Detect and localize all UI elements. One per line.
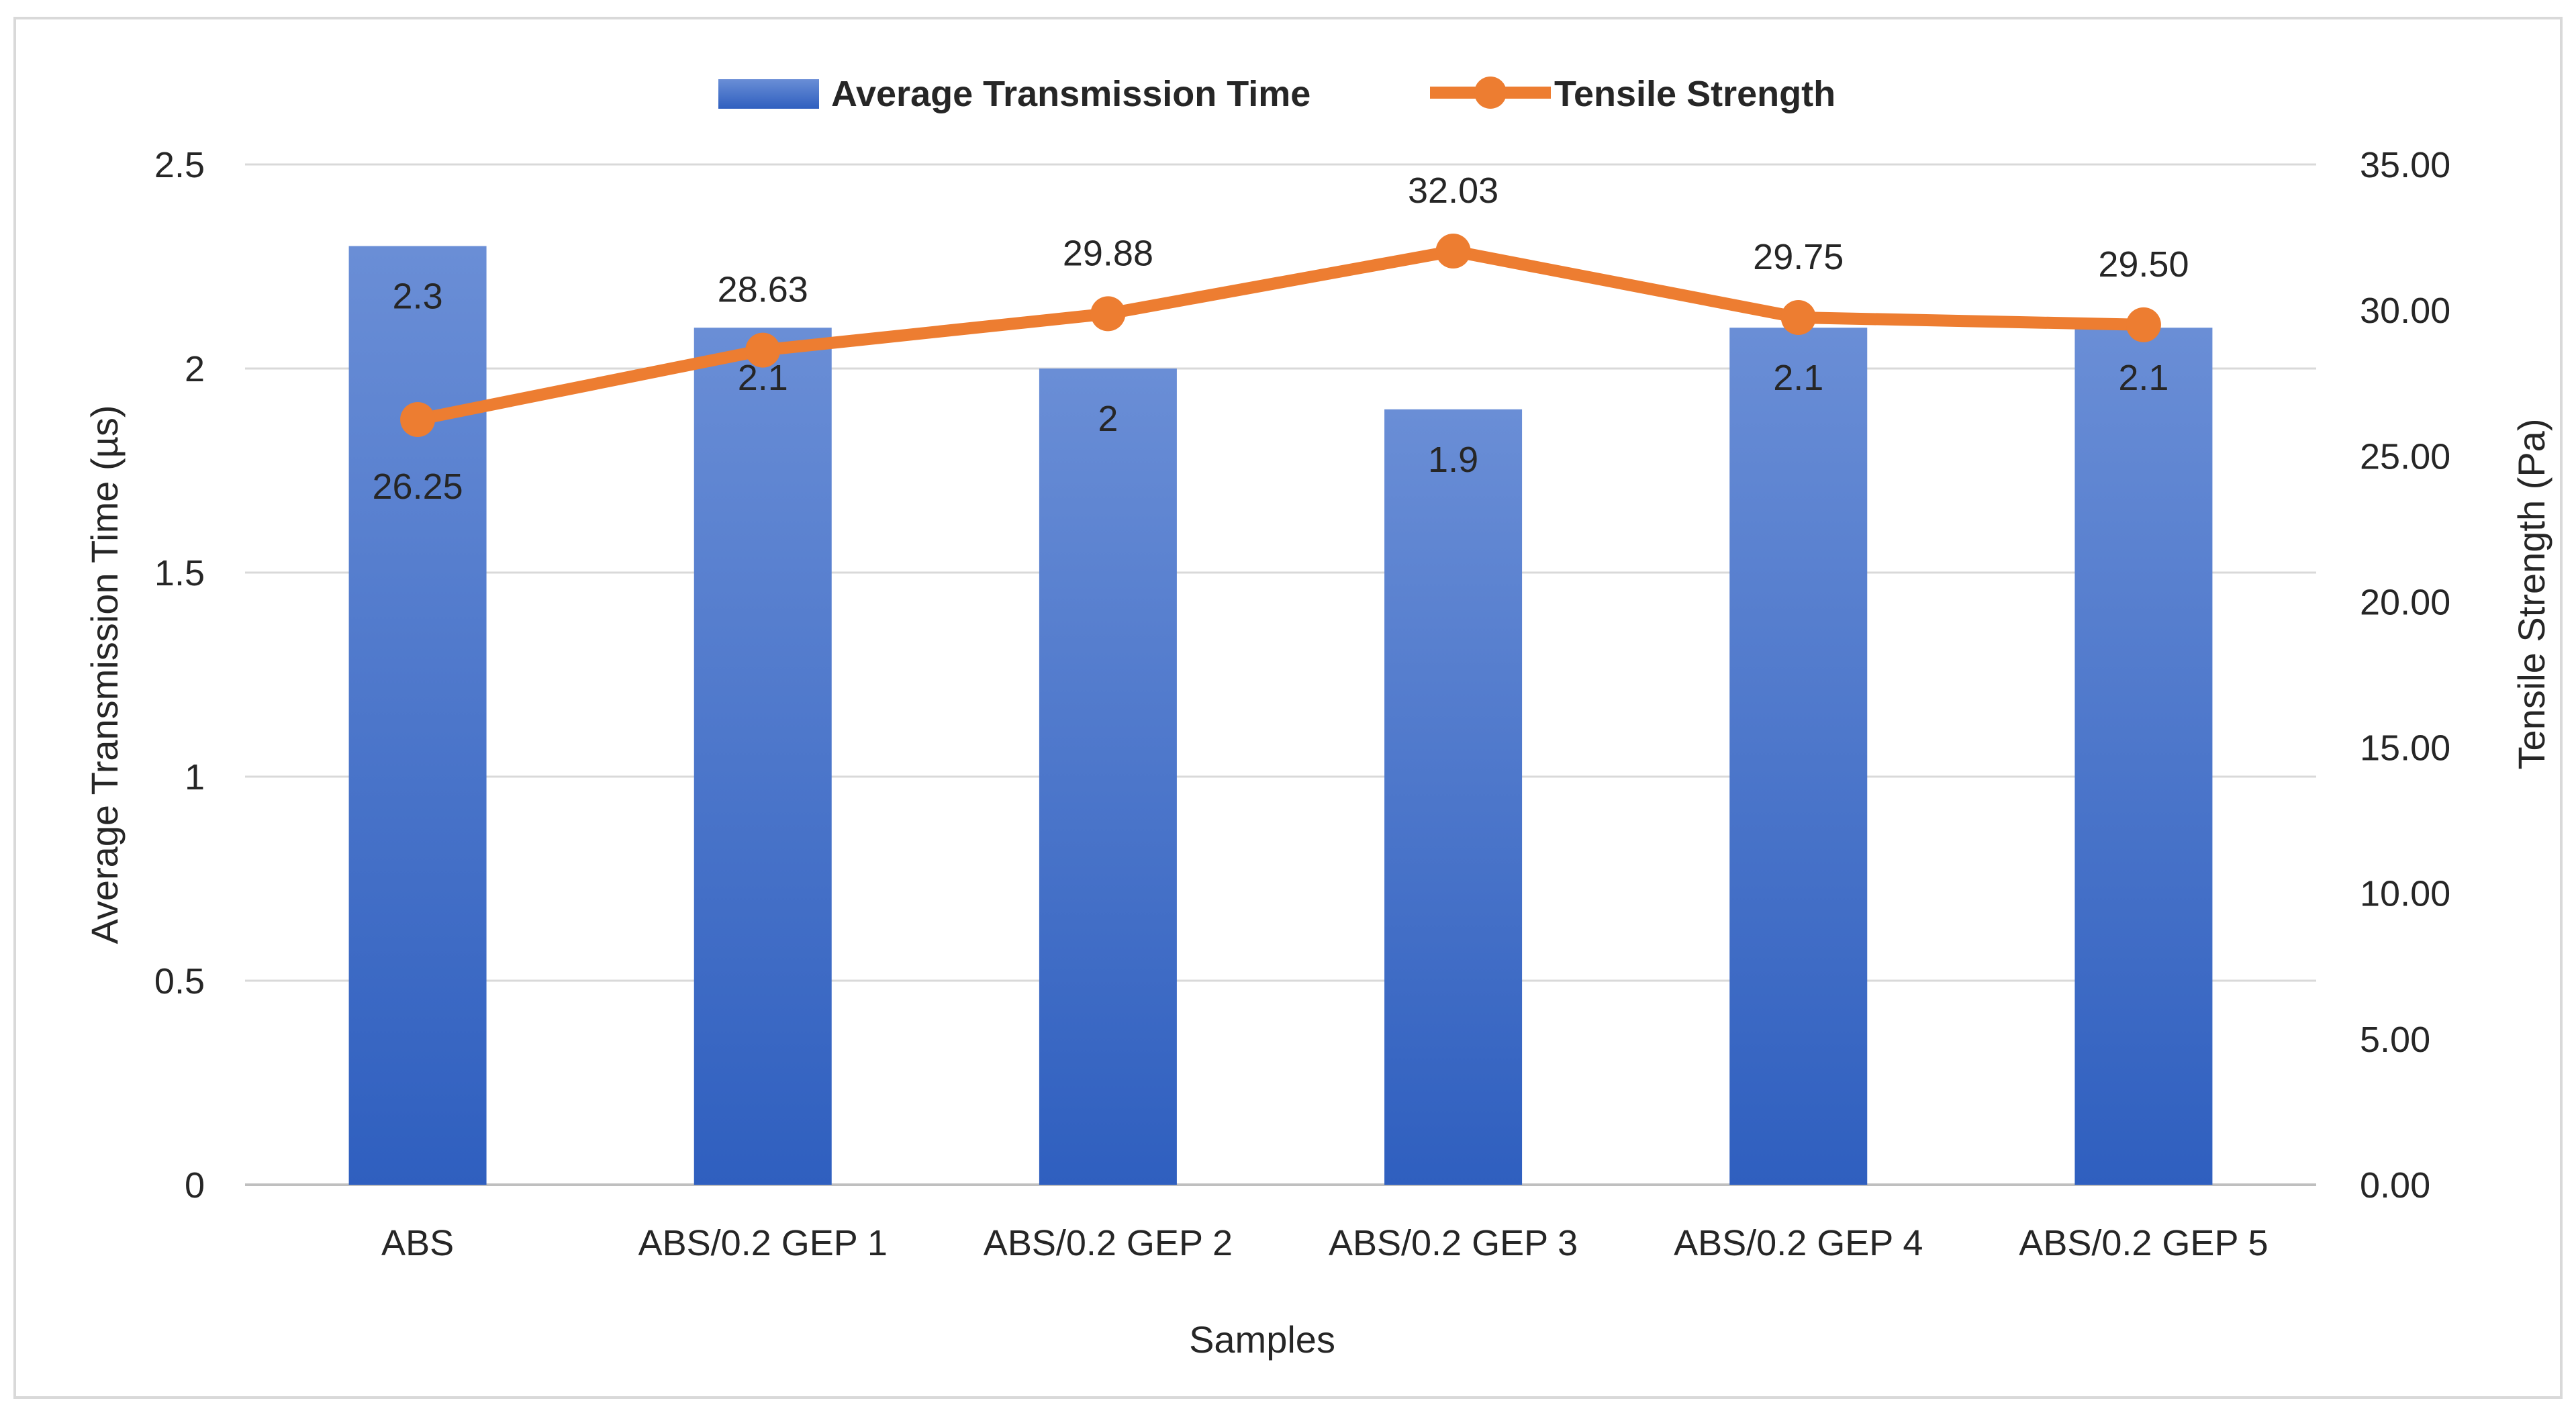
y-right-axis-title: Tensile Strength (Pa): [2510, 419, 2553, 770]
x-tick-label: ABS: [381, 1223, 454, 1263]
line-point-4: [1435, 233, 1471, 269]
y-right-tick-label: 5.00: [2360, 1020, 2430, 1060]
y-left-axis-title: Average Transmission Time (µs): [83, 405, 126, 944]
bar-data-label: 2: [1098, 399, 1118, 439]
line-data-label: 26.25: [373, 467, 463, 507]
y-right-tick-label: 20.00: [2360, 582, 2450, 622]
bar-5: [1729, 328, 1868, 1185]
y-left-tick-label: 0: [185, 1165, 205, 1206]
legend-bar-label: Average Transmission Time: [831, 74, 1310, 114]
y-left-tick-label: 1.5: [154, 553, 205, 593]
line-data-label: 29.75: [1753, 237, 1844, 277]
tensile-strength-line: [412, 244, 2150, 426]
bar-series: [348, 246, 2213, 1185]
legend-line-label: Tensile Strength: [1554, 74, 1835, 114]
x-tick-label: ABS/0.2 GEP 3: [1329, 1223, 1578, 1263]
y-left-tick-label: 0.5: [154, 961, 205, 1002]
line-point-6: [2126, 307, 2161, 342]
y-left-tick-label: 1: [185, 757, 205, 797]
y-right-tick-label: 25.00: [2360, 436, 2450, 477]
x-tick-label: ABS/0.2 GEP 2: [984, 1223, 1233, 1263]
y-right-tick-label: 35.00: [2360, 145, 2450, 185]
line-data-label: 29.88: [1063, 233, 1153, 273]
y-right-tick-label: 30.00: [2360, 291, 2450, 331]
line-point-3: [1090, 296, 1126, 332]
y-left-tick-label: 2: [185, 349, 205, 389]
bar-6: [2074, 328, 2213, 1185]
line-series: [400, 233, 2161, 437]
line-point-1: [400, 402, 436, 437]
x-tick-label: ABS/0.2 GEP 1: [638, 1223, 888, 1263]
x-axis-title: Samples: [1189, 1318, 1335, 1361]
bar-data-label: 2.1: [1773, 358, 1823, 398]
line-data-label: 32.03: [1408, 170, 1498, 211]
bar-data-label: 2.1: [2118, 358, 2168, 398]
line-point-5: [1780, 300, 1816, 335]
bar-data-label: 2.3: [393, 277, 443, 317]
legend-bar-swatch: [718, 79, 819, 109]
legend-line-marker: [1474, 77, 1507, 109]
legend: Average Transmission Time Tensile Strengt…: [718, 74, 1835, 114]
y-left-tick-label: 2.5: [154, 145, 205, 185]
gridlines: [245, 163, 2316, 1186]
y-right-tick-label: 10.00: [2360, 874, 2450, 914]
bar-4: [1384, 409, 1523, 1185]
data-labels: 2.3 2.1 2 1.9 2.1 2.1 26.25 28.63 29.88 32.03 29.7…: [373, 170, 2189, 507]
y-right-tick-label: 15.00: [2360, 728, 2450, 769]
bar-data-label: 1.9: [1428, 440, 1478, 480]
line-data-label: 29.50: [2098, 244, 2189, 285]
x-tick-label: ABS/0.2 GEP 5: [2019, 1223, 2268, 1263]
bar-3: [1039, 369, 1177, 1185]
bar-1: [348, 246, 487, 1185]
axes: 0 0.5 1 1.5 2 2.5 0.00 5.00 10.00 15.00 20.00 25.00…: [83, 145, 2553, 1361]
bar-2: [694, 328, 832, 1185]
line-point-2: [745, 332, 781, 368]
line-data-label: 28.63: [718, 270, 808, 310]
y-right-tick-label: 0.00: [2360, 1165, 2430, 1206]
x-tick-label: ABS/0.2 GEP 4: [1674, 1223, 1923, 1263]
bar-data-label: 2.1: [738, 358, 788, 398]
